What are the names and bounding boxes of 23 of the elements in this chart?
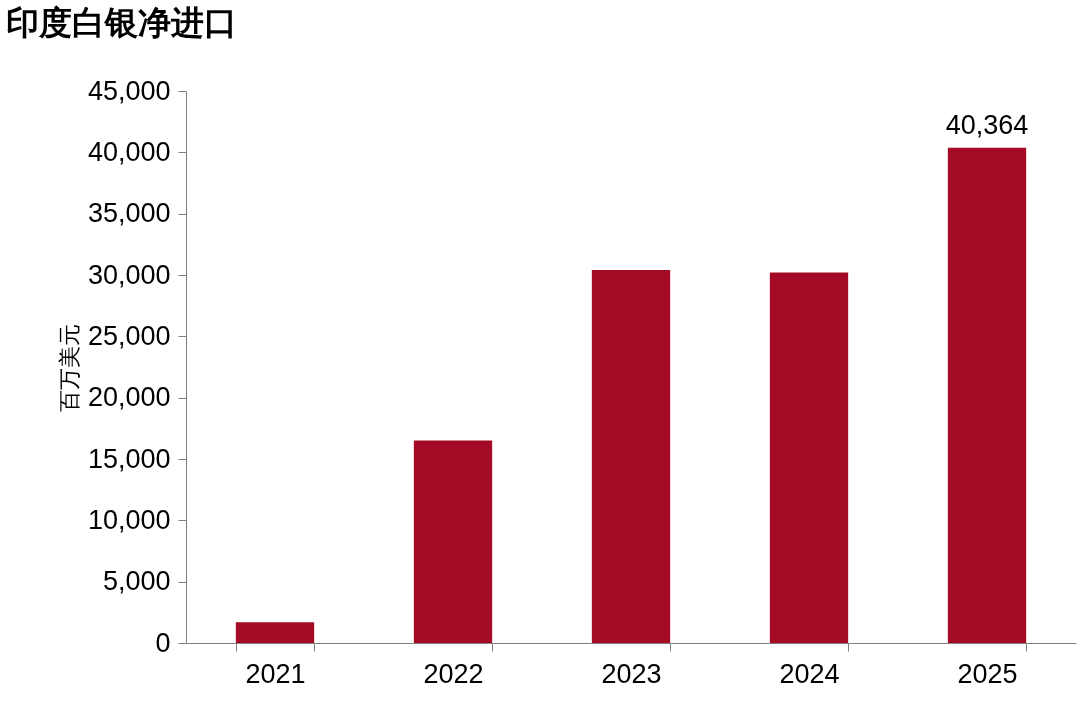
- y-tick-label: 10,000: [87, 504, 171, 535]
- y-axis-title: 百万美元: [56, 323, 82, 412]
- y-tick-label: 0: [155, 627, 171, 658]
- chart-title: 印度白银净进口: [6, 5, 237, 41]
- x-tick-label: 2023: [601, 658, 662, 689]
- y-tick-label: 35,000: [87, 198, 171, 229]
- y-tick-label: 40,000: [87, 136, 171, 167]
- bar: [769, 272, 849, 643]
- y-tick-label: 45,000: [87, 75, 171, 106]
- x-tick-label: 2022: [423, 658, 484, 689]
- y-tick-label: 30,000: [87, 259, 171, 290]
- y-tick-label: 25,000: [87, 320, 171, 351]
- x-tick-label: 2024: [779, 658, 840, 689]
- bar: [413, 440, 493, 643]
- bar: [591, 270, 671, 643]
- x-tick-label: 2025: [957, 658, 1018, 689]
- y-tick-label: 15,000: [87, 443, 171, 474]
- y-tick-label: 20,000: [87, 382, 171, 413]
- bar: [947, 147, 1027, 643]
- y-tick-label: 5,000: [102, 566, 171, 597]
- bar: [235, 622, 315, 643]
- x-tick-label: 2021: [245, 658, 306, 689]
- data-label: 40,364: [945, 109, 1029, 140]
